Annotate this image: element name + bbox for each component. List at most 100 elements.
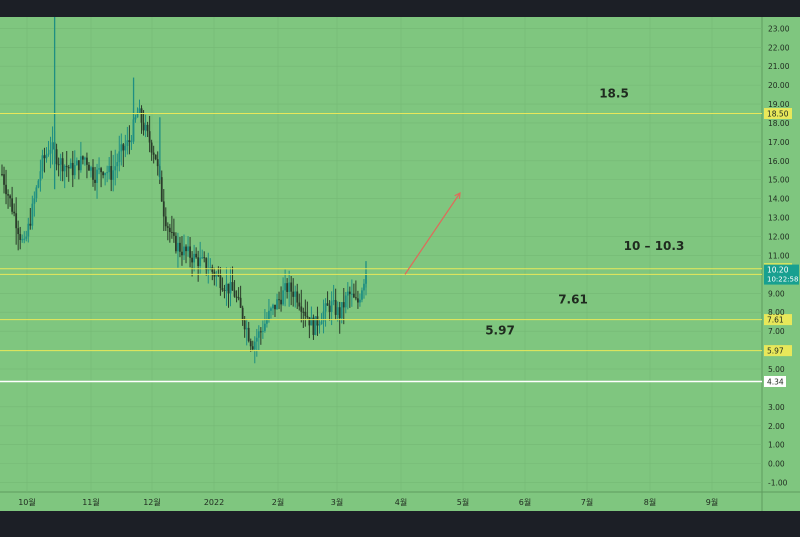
candle-body — [223, 290, 226, 292]
candle-body — [203, 257, 206, 259]
candle-body — [23, 238, 26, 240]
candle-body — [170, 231, 173, 233]
candle-body — [191, 257, 193, 263]
current-price-label: 10.20 — [767, 266, 789, 275]
candle-body — [41, 155, 44, 172]
candle-body — [154, 154, 157, 160]
candle-body — [144, 124, 147, 131]
candle-body — [363, 283, 365, 291]
level-tag-label: 7.61 — [767, 316, 784, 325]
y-tick-label: 11.00 — [768, 251, 790, 260]
candle-body — [5, 184, 7, 195]
candle-body — [346, 291, 349, 296]
candle-body — [86, 157, 88, 165]
candle-body — [92, 167, 94, 180]
candle-body — [316, 316, 319, 326]
candle-body — [17, 228, 20, 235]
candle-body — [340, 302, 343, 319]
candle-body — [292, 291, 295, 297]
candle-body — [231, 282, 234, 291]
candle-body — [130, 141, 133, 143]
candle-body — [7, 194, 9, 196]
candle-body — [112, 170, 115, 180]
candle-body — [361, 290, 363, 300]
candle-body — [110, 166, 113, 180]
candle-body — [306, 315, 309, 318]
y-tick-label: 0.00 — [768, 460, 785, 469]
candle-body — [221, 287, 224, 291]
candle-body — [359, 299, 361, 303]
candle-body — [243, 320, 246, 330]
y-tick-label: 14.00 — [768, 195, 790, 204]
candle-body — [102, 172, 105, 176]
level-annotation: 10 – 10.3 — [624, 239, 685, 253]
candle-body — [45, 154, 48, 159]
candle-body — [122, 144, 125, 151]
candle-body — [148, 131, 151, 143]
candle-body — [266, 319, 268, 324]
candle-body — [274, 304, 276, 310]
candle-body — [357, 298, 359, 303]
x-tick-label: 7월 — [581, 497, 593, 507]
candle-body — [27, 223, 30, 237]
candle-body — [55, 149, 58, 165]
candle-body — [39, 171, 42, 181]
candle-body — [241, 307, 244, 321]
candle-body — [312, 317, 315, 335]
candle-body — [13, 211, 16, 214]
y-tick-label: 23.00 — [768, 24, 790, 33]
candle-body — [79, 156, 82, 171]
candle-body — [73, 165, 76, 176]
candle-body — [75, 160, 78, 166]
candle-body — [344, 295, 347, 308]
candle-body — [276, 299, 278, 310]
level-annotation: 7.61 — [558, 293, 588, 307]
candle-body — [229, 282, 232, 294]
candle-body — [336, 307, 339, 315]
candle-body — [138, 108, 141, 113]
candle-body — [227, 283, 230, 294]
y-tick-label: 1.00 — [768, 441, 785, 450]
candle-body — [59, 158, 62, 165]
price-axis[interactable]: 23.00 22.00 21.00 20.00 19.00 18.00 17.00 16.00… — [768, 24, 790, 487]
candle-body — [69, 162, 72, 169]
candle-body — [298, 302, 301, 307]
candle-body — [172, 232, 175, 236]
x-tick-label: 2022 — [204, 498, 224, 507]
candle-body — [318, 324, 321, 326]
candle-body — [181, 251, 183, 256]
x-tick-label: 8월 — [644, 497, 656, 507]
candle-body — [175, 235, 177, 252]
projection-arrow — [404, 192, 461, 275]
x-tick-label: 9월 — [706, 497, 718, 507]
candle-body — [134, 117, 137, 120]
y-tick-label: 13.00 — [768, 214, 790, 223]
level-tag-bg — [764, 108, 792, 120]
candle-body — [302, 311, 305, 313]
candle-body — [33, 198, 36, 204]
y-tick-label: 19.00 — [768, 100, 790, 109]
candle-body — [199, 257, 202, 267]
candle-body — [255, 337, 258, 342]
candle-body — [239, 297, 242, 308]
candle-body — [11, 198, 14, 212]
candle-body — [290, 282, 293, 292]
y-tick-label: 22.00 — [768, 43, 790, 52]
candle-body — [98, 168, 100, 170]
candle-body — [326, 303, 329, 306]
x-tick-label: 11월 — [82, 497, 100, 507]
candle-body — [237, 297, 240, 299]
candle-body — [251, 346, 254, 350]
candle-body — [120, 144, 123, 152]
current-price-badge — [764, 264, 799, 285]
y-tick-label: 17.00 — [768, 138, 790, 147]
time-axis[interactable]: 10월 11월 12월 2022 2월 3월 4월 5월 6월 7월 8월 9월 — [18, 497, 718, 507]
x-tick-label: 10월 — [18, 497, 36, 507]
candle-body — [126, 140, 129, 146]
candle-body — [205, 258, 208, 270]
candle-body — [29, 223, 32, 226]
candle-body — [261, 330, 264, 332]
candle-body — [263, 323, 266, 331]
